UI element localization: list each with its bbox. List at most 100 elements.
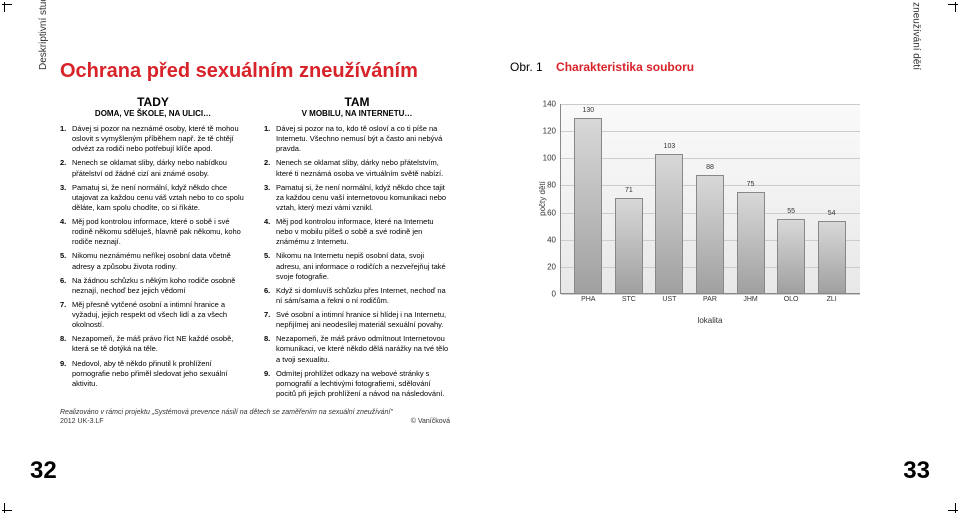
bar-chart: počty dětí lokalita 1307110388755554 PHA… bbox=[530, 94, 870, 344]
item-number: 8. bbox=[60, 334, 72, 354]
x-tick-label: STC bbox=[615, 296, 643, 303]
item-text: Nezapomeň, že máš právo odmítnout Intern… bbox=[276, 334, 450, 364]
x-tick-label: PAR bbox=[696, 296, 724, 303]
col1-sub: DOMA, VE ŠKOLE, NA ULICI… bbox=[60, 109, 246, 118]
list-item: 5.Nikomu na Internetu nepiš osobní data,… bbox=[264, 251, 450, 281]
list-item: 7.Měj přesně vytčené osobní a intimní hr… bbox=[60, 300, 246, 330]
fig-prefix: Obr. 1 bbox=[510, 60, 543, 74]
list-item: 4.Měj pod kontrolou informace, které na … bbox=[264, 217, 450, 247]
list-item: 9.Odmítej prohlížet odkazy na webové str… bbox=[264, 369, 450, 399]
list-item: 2.Nenech se oklamat sliby, dárky nebo př… bbox=[264, 158, 450, 178]
bar-value: 130 bbox=[575, 107, 601, 114]
bar: 54 bbox=[818, 221, 846, 294]
bar: 130 bbox=[574, 118, 602, 294]
list-item: 8.Nezapomeň, že máš právo odmítnout Inte… bbox=[264, 334, 450, 364]
item-number: 4. bbox=[60, 217, 72, 247]
col2-sub: V MOBILU, NA INTERNETU… bbox=[264, 109, 450, 118]
item-number: 6. bbox=[60, 276, 72, 296]
page-num-left: 32 bbox=[30, 457, 57, 485]
y-tick-label: 20 bbox=[530, 262, 556, 271]
list-item: 6.Když si domluvíš schůzku přes Internet… bbox=[264, 286, 450, 306]
x-axis-title: lokalita bbox=[560, 316, 860, 325]
list-item: 3.Pamatuj si, že není normální, když něk… bbox=[264, 183, 450, 213]
bar: 71 bbox=[615, 198, 643, 294]
item-text: Nenech se oklamat sliby, dárky nebo přát… bbox=[276, 158, 450, 178]
x-tick-label: JHM bbox=[737, 296, 765, 303]
item-number: 2. bbox=[264, 158, 276, 178]
item-text: Měj pod kontrolou informace, které o sob… bbox=[72, 217, 246, 247]
bar: 55 bbox=[777, 219, 805, 294]
x-tick-label: OLO bbox=[777, 296, 805, 303]
footnote: Realizováno v rámci projektu „Systémová … bbox=[60, 409, 450, 416]
bar-value: 88 bbox=[697, 164, 723, 171]
item-number: 8. bbox=[264, 334, 276, 364]
bar-value: 54 bbox=[819, 210, 845, 217]
item-text: Pamatuj si, že není normální, když někdo… bbox=[276, 183, 450, 213]
bar-value: 103 bbox=[656, 143, 682, 150]
col1-head: TADY bbox=[60, 95, 246, 109]
item-number: 5. bbox=[264, 251, 276, 281]
side-label-right: Sexuální zneužívání dětí bbox=[911, 0, 922, 70]
item-text: Odmítej prohlížet odkazy na webové strán… bbox=[276, 369, 450, 399]
item-text: Nedovol, aby tě někdo přinutil k prohlíž… bbox=[72, 359, 246, 389]
item-number: 1. bbox=[60, 124, 72, 154]
columns: TADY DOMA, VE ŠKOLE, NA ULICI… 1.Dávej s… bbox=[60, 95, 450, 403]
y-tick-label: 140 bbox=[530, 100, 556, 109]
list-item: 7.Své osobní a intimní hranice si hlídej… bbox=[264, 310, 450, 330]
list-item: 4.Měj pod kontrolou informace, které o s… bbox=[60, 217, 246, 247]
item-text: Nikomu na Internetu nepiš osobní data, s… bbox=[276, 251, 450, 281]
item-number: 3. bbox=[60, 183, 72, 213]
item-number: 1. bbox=[264, 124, 276, 154]
figure-label: Obr. 1 Charakteristika souboru bbox=[510, 60, 900, 74]
item-text: Měj přesně vytčené osobní a intimní hran… bbox=[72, 300, 246, 330]
side-label-left: Deskriptivní studie mezi dětmi středního… bbox=[38, 0, 49, 70]
y-tick-label: 120 bbox=[530, 127, 556, 136]
list-item: 2.Nenech se oklamat sliby, dárky nebo na… bbox=[60, 158, 246, 178]
bar: 88 bbox=[696, 175, 724, 294]
meta-left: 2012 UK-3.LF bbox=[60, 418, 104, 425]
page-num-right: 33 bbox=[903, 457, 930, 485]
item-number: 7. bbox=[60, 300, 72, 330]
x-tick-label: PHA bbox=[574, 296, 602, 303]
item-text: Své osobní a intimní hranice si hlídej i… bbox=[276, 310, 450, 330]
item-text: Dávej si pozor na neznámé osoby, které t… bbox=[72, 124, 246, 154]
item-text: Nenech se oklamat sliby, dárky nebo nabí… bbox=[72, 158, 246, 178]
y-tick-label: 80 bbox=[530, 181, 556, 190]
column-tady: TADY DOMA, VE ŠKOLE, NA ULICI… 1.Dávej s… bbox=[60, 95, 246, 403]
column-tam: TAM V MOBILU, NA INTERNETU… 1.Dávej si p… bbox=[264, 95, 450, 403]
list-item: 1.Dávej si pozor na to, kdo tě osloví a … bbox=[264, 124, 450, 154]
item-number: 3. bbox=[264, 183, 276, 213]
col1-items: 1.Dávej si pozor na neznámé osoby, které… bbox=[60, 124, 246, 389]
meta-row: 2012 UK-3.LF © Vaníčková bbox=[60, 418, 450, 425]
bar: 103 bbox=[655, 154, 683, 294]
x-labels: PHA STC UST PAR JHM OLO ZLI bbox=[560, 296, 860, 303]
col2-head: TAM bbox=[264, 95, 450, 109]
left-page: Deskriptivní studie mezi dětmi středního… bbox=[0, 0, 480, 515]
item-number: 4. bbox=[264, 217, 276, 247]
item-number: 7. bbox=[264, 310, 276, 330]
item-text: Nezapomeň, že máš právo říct NE každé os… bbox=[72, 334, 246, 354]
y-tick-label: 40 bbox=[530, 235, 556, 244]
main-title: Ochrana před sexuálním zneužíváním bbox=[60, 60, 450, 83]
bars-container: 1307110388755554 bbox=[560, 104, 860, 294]
col2-items: 1.Dávej si pozor na to, kdo tě osloví a … bbox=[264, 124, 450, 399]
y-tick-label: 100 bbox=[530, 154, 556, 163]
item-text: Měj pod kontrolou informace, které na In… bbox=[276, 217, 450, 247]
list-item: 9.Nedovol, aby tě někdo přinutil k prohl… bbox=[60, 359, 246, 389]
x-tick-label: ZLI bbox=[818, 296, 846, 303]
item-text: Když si domluvíš schůzku přes Internet, … bbox=[276, 286, 450, 306]
bar-value: 55 bbox=[778, 208, 804, 215]
bar: 75 bbox=[737, 192, 765, 294]
right-page: Sexuální zneužívání dětí Obr. 1 Charakte… bbox=[480, 0, 960, 515]
item-number: 2. bbox=[60, 158, 72, 178]
x-tick-label: UST bbox=[655, 296, 683, 303]
bar-value: 75 bbox=[738, 181, 764, 188]
list-item: 3.Pamatuj si, že není normální, když něk… bbox=[60, 183, 246, 213]
item-text: Nikomu neznámému neříkej osobní data vče… bbox=[72, 251, 246, 271]
item-text: Dávej si pozor na to, kdo tě osloví a co… bbox=[276, 124, 450, 154]
list-item: 5.Nikomu neznámému neříkej osobní data v… bbox=[60, 251, 246, 271]
bar-value: 71 bbox=[616, 187, 642, 194]
list-item: 6.Na žádnou schůzku s někým koho rodiče … bbox=[60, 276, 246, 296]
item-text: Pamatuj si, že není normální, když někdo… bbox=[72, 183, 246, 213]
list-item: 8.Nezapomeň, že máš právo říct NE každé … bbox=[60, 334, 246, 354]
